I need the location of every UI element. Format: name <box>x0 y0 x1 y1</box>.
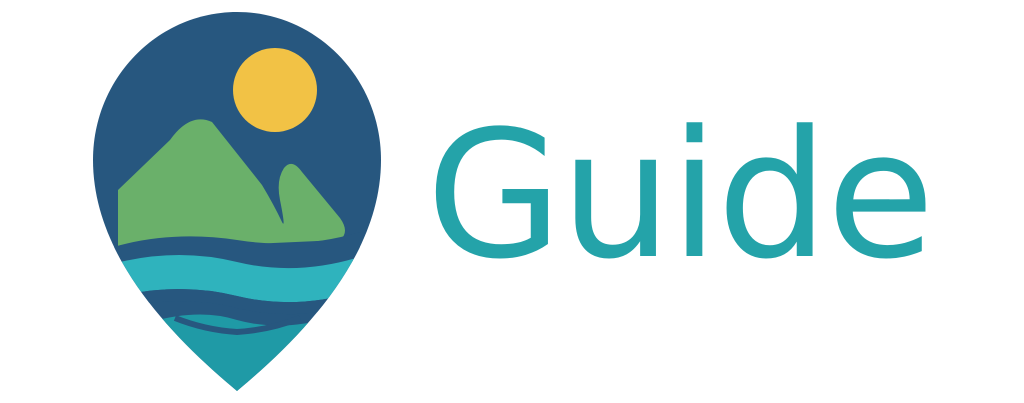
mountain-icon <box>118 119 345 250</box>
brand-wordmark: Guide <box>426 93 935 298</box>
water-separator <box>120 289 356 315</box>
shore-band <box>110 232 360 262</box>
water-wave-lower <box>150 314 330 391</box>
pin-tip-outline <box>173 315 302 336</box>
water-wave-upper <box>120 255 356 303</box>
sun-icon <box>233 48 317 132</box>
